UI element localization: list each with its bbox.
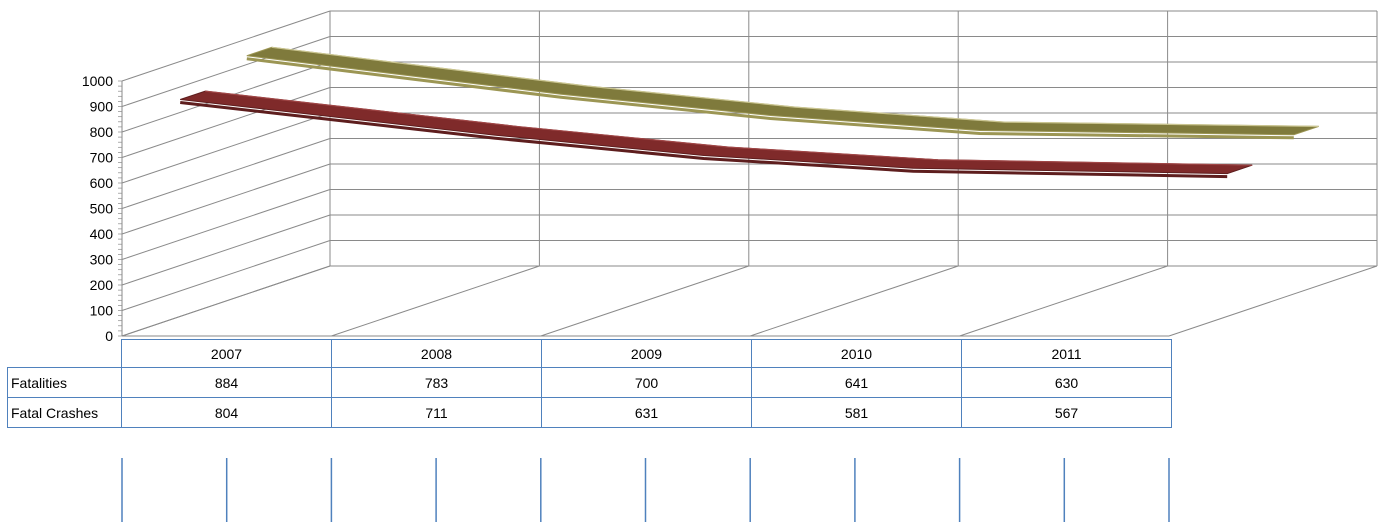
series-ribbon-edge [180,101,1228,179]
floor-gridline [750,265,959,337]
data-table-header-row: 2007 2008 2009 2010 2011 [7,339,1172,368]
category-label: 2008 [331,339,542,368]
series-ribbon-edge [246,57,1294,140]
chart-series [180,46,1319,179]
y-axis-tick-label: 900 [90,99,114,115]
data-cell: 641 [751,367,962,398]
y-axis-tick-label: 1000 [82,73,113,89]
y-axis-tick-label: 800 [90,124,114,140]
data-cell: 804 [121,397,332,428]
floor-gridline [331,265,540,337]
floor-gridline [121,265,331,337]
data-cell: 567 [961,397,1172,428]
category-label: 2009 [541,339,752,368]
category-label: 2010 [751,339,962,368]
series-ribbon-highlight [205,90,1253,166]
side-wall-gridline [121,10,331,82]
data-table: 2007 2008 2009 2010 2011 Fatalities 884 … [7,339,1172,428]
data-cell: 884 [121,367,332,398]
data-cell: 631 [541,397,752,428]
side-wall-gridline [121,87,331,158]
category-label: 2011 [961,339,1172,368]
side-wall-gridline [121,189,331,260]
y-axis-tick-label: 100 [90,303,114,319]
data-table-corner [7,339,122,368]
data-cell: 581 [751,397,962,428]
side-wall-gridline [121,112,331,184]
side-wall-gridline [121,240,331,311]
data-cell: 783 [331,367,542,398]
series-ribbon-highlight [271,46,1319,127]
side-wall-gridline [121,36,331,107]
y-axis-tick-label: 400 [90,226,114,242]
category-label: 2007 [121,339,332,368]
bottom-tick-marks [121,458,1170,522]
y-axis-tick-label: 700 [90,150,114,166]
data-table-row-fatalities: Fatalities 884 783 700 641 630 [7,367,1172,398]
data-cell: 700 [541,367,752,398]
y-axis-tick-label: 300 [90,252,114,268]
y-axis-tick-label: 500 [90,201,114,217]
y-axis-tick-labels: 0 100 200 300 400 500 600 700 800 900 1000 [82,73,113,344]
side-wall-gridline [121,163,331,235]
y-axis-tick-label: 600 [90,175,114,191]
fatalities-chart: 0 100 200 300 400 500 600 700 800 900 1000 [82,10,1378,344]
y-axis-tick-label: 200 [90,277,114,293]
data-cell: 630 [961,367,1172,398]
y-axis-tick-label: 0 [105,328,113,344]
series-label-fatalities: Fatalities [7,367,122,398]
floor-gridline [1168,265,1378,337]
side-wall-gridline [121,214,331,286]
floor-gridline [959,265,1168,337]
data-table-row-fatal-crashes: Fatal Crashes 804 711 631 581 567 [7,397,1172,428]
floor-gridline [540,265,749,337]
series-label-fatal-crashes: Fatal Crashes [7,397,122,428]
data-cell: 711 [331,397,542,428]
side-wall-gridline [121,138,331,209]
